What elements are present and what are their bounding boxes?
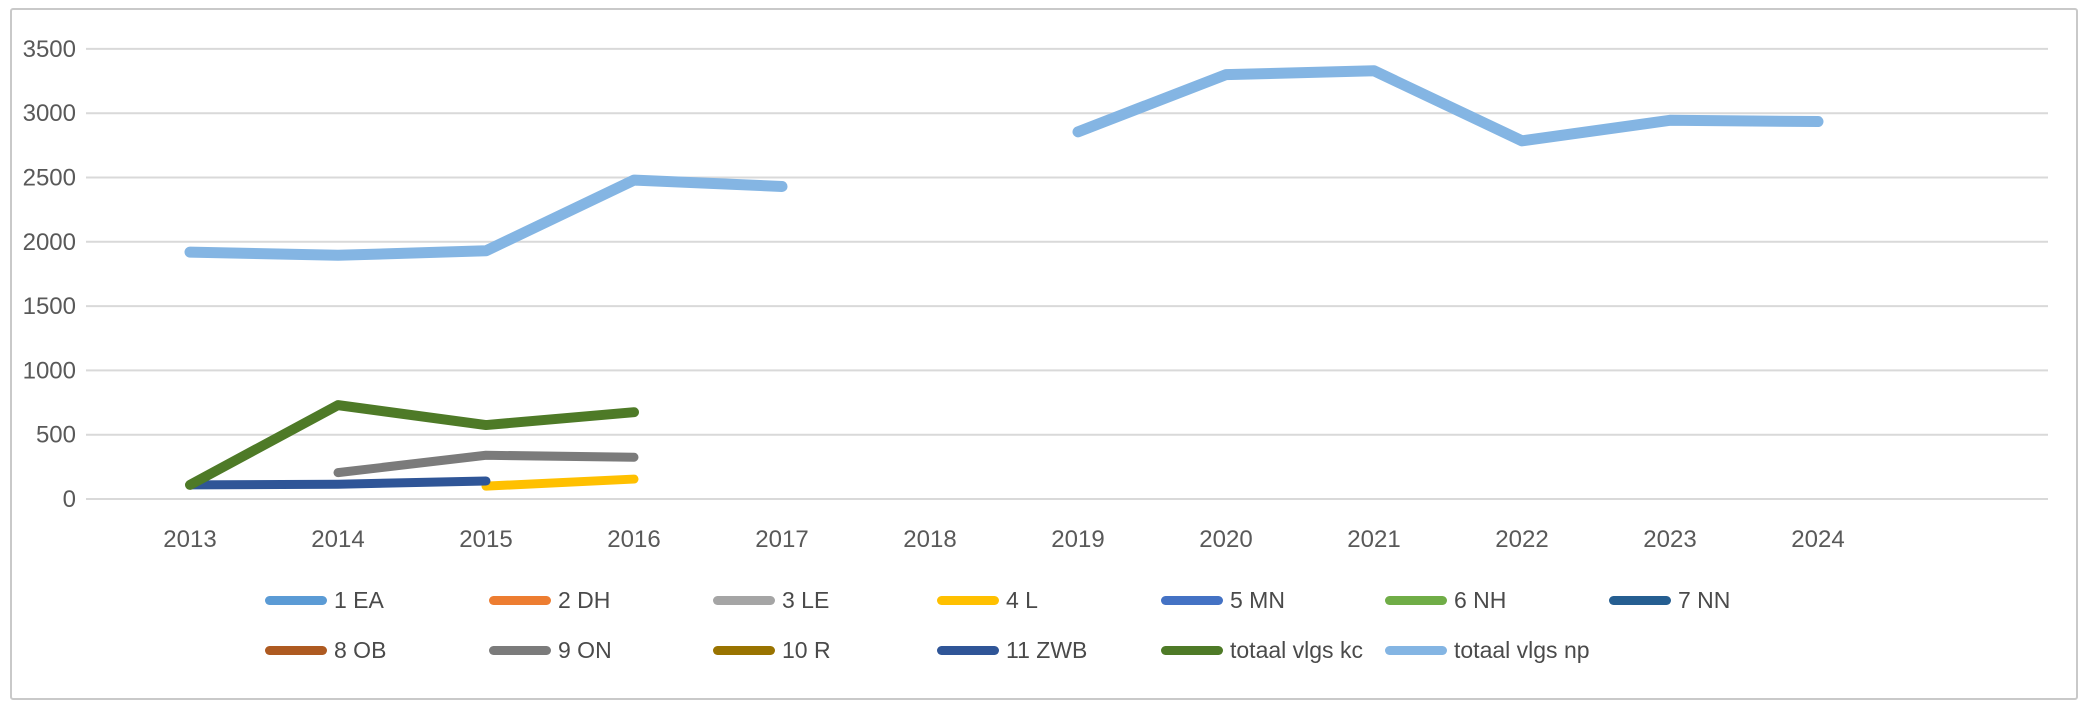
legend-color-swatch-icon bbox=[489, 645, 551, 655]
legend-item-totaal-vlgs-np[interactable]: totaal vlgs np bbox=[1385, 635, 1590, 665]
series-line-totaal-vlgs-np bbox=[184, 174, 788, 261]
legend-label: 3 LE bbox=[782, 587, 830, 613]
y-tick-label: 3500 bbox=[23, 36, 76, 63]
y-tick-label: 1000 bbox=[23, 357, 76, 384]
x-tick-label: 2016 bbox=[607, 526, 660, 553]
legend-item-4-l[interactable]: 4 L bbox=[937, 585, 1038, 615]
x-tick-label: 2017 bbox=[755, 526, 808, 553]
x-tick-label: 2018 bbox=[903, 526, 956, 553]
legend-item-5-mn[interactable]: 5 MN bbox=[1161, 585, 1285, 615]
legend-label: 7 NN bbox=[1678, 587, 1731, 613]
legend-label: 2 DH bbox=[558, 587, 611, 613]
legend-color-swatch-icon bbox=[1161, 595, 1223, 605]
legend-color-swatch-icon bbox=[1161, 645, 1223, 655]
x-tick-label: 2013 bbox=[163, 526, 216, 553]
y-tick-label: 3000 bbox=[23, 100, 76, 127]
legend-item-totaal-vlgs-kc[interactable]: totaal vlgs kc bbox=[1161, 635, 1363, 665]
x-tick-label: 2023 bbox=[1643, 526, 1696, 553]
legend-item-9-on[interactable]: 9 ON bbox=[489, 635, 612, 665]
x-tick-label: 2014 bbox=[311, 526, 364, 553]
y-tick-label: 1500 bbox=[23, 293, 76, 320]
legend-label: 1 EA bbox=[334, 587, 384, 613]
y-tick-label: 2000 bbox=[23, 229, 76, 256]
legend-color-swatch-icon bbox=[1609, 595, 1671, 605]
legend-label: 9 ON bbox=[558, 637, 612, 663]
legend-item-6-nh[interactable]: 6 NH bbox=[1385, 585, 1506, 615]
legend-item-1-ea[interactable]: 1 EA bbox=[265, 585, 384, 615]
legend-color-swatch-icon bbox=[713, 645, 775, 655]
x-tick-label: 2019 bbox=[1051, 526, 1104, 553]
x-tick-label: 2015 bbox=[459, 526, 512, 553]
legend-item-7-nn[interactable]: 7 NN bbox=[1609, 585, 1730, 615]
legend-color-swatch-icon bbox=[1385, 645, 1447, 655]
legend-color-swatch-icon bbox=[713, 595, 775, 605]
legend-item-2-dh[interactable]: 2 DH bbox=[489, 585, 610, 615]
series-line-totaal-vlgs-np bbox=[1072, 65, 1824, 147]
series-line-11-zwb bbox=[185, 476, 491, 490]
legend-label: 10 R bbox=[782, 637, 831, 663]
legend-label: totaal vlgs np bbox=[1454, 637, 1590, 663]
x-tick-label: 2021 bbox=[1347, 526, 1400, 553]
legend-color-swatch-icon bbox=[1385, 595, 1447, 605]
legend-item-11-zwb[interactable]: 11 ZWB bbox=[937, 635, 1087, 665]
legend-color-swatch-icon bbox=[265, 645, 327, 655]
y-tick-label: 2500 bbox=[23, 165, 76, 192]
legend-label: 4 L bbox=[1006, 587, 1038, 613]
y-tick-label: 500 bbox=[36, 422, 76, 449]
legend-label: 6 NH bbox=[1454, 587, 1507, 613]
y-tick-label: 0 bbox=[63, 486, 76, 513]
legend-color-swatch-icon bbox=[489, 595, 551, 605]
legend-label: 8 OB bbox=[334, 637, 387, 663]
legend-color-swatch-icon bbox=[265, 595, 327, 605]
series-line-4-l bbox=[481, 474, 639, 491]
x-tick-label: 2020 bbox=[1199, 526, 1252, 553]
legend-item-8-ob[interactable]: 8 OB bbox=[265, 635, 386, 665]
legend-label: 11 ZWB bbox=[1006, 637, 1088, 663]
legend-label: totaal vlgs kc bbox=[1230, 637, 1363, 663]
x-tick-label: 2022 bbox=[1495, 526, 1548, 553]
legend-item-10-r[interactable]: 10 R bbox=[713, 635, 831, 665]
legend-color-swatch-icon bbox=[937, 645, 999, 655]
legend-item-3-le[interactable]: 3 LE bbox=[713, 585, 829, 615]
legend-color-swatch-icon bbox=[937, 595, 999, 605]
x-tick-label: 2024 bbox=[1791, 526, 1844, 553]
legend-label: 5 MN bbox=[1230, 587, 1285, 613]
series-line-9-on bbox=[333, 450, 639, 478]
series-line-totaal-vlgs-kc bbox=[185, 400, 639, 490]
